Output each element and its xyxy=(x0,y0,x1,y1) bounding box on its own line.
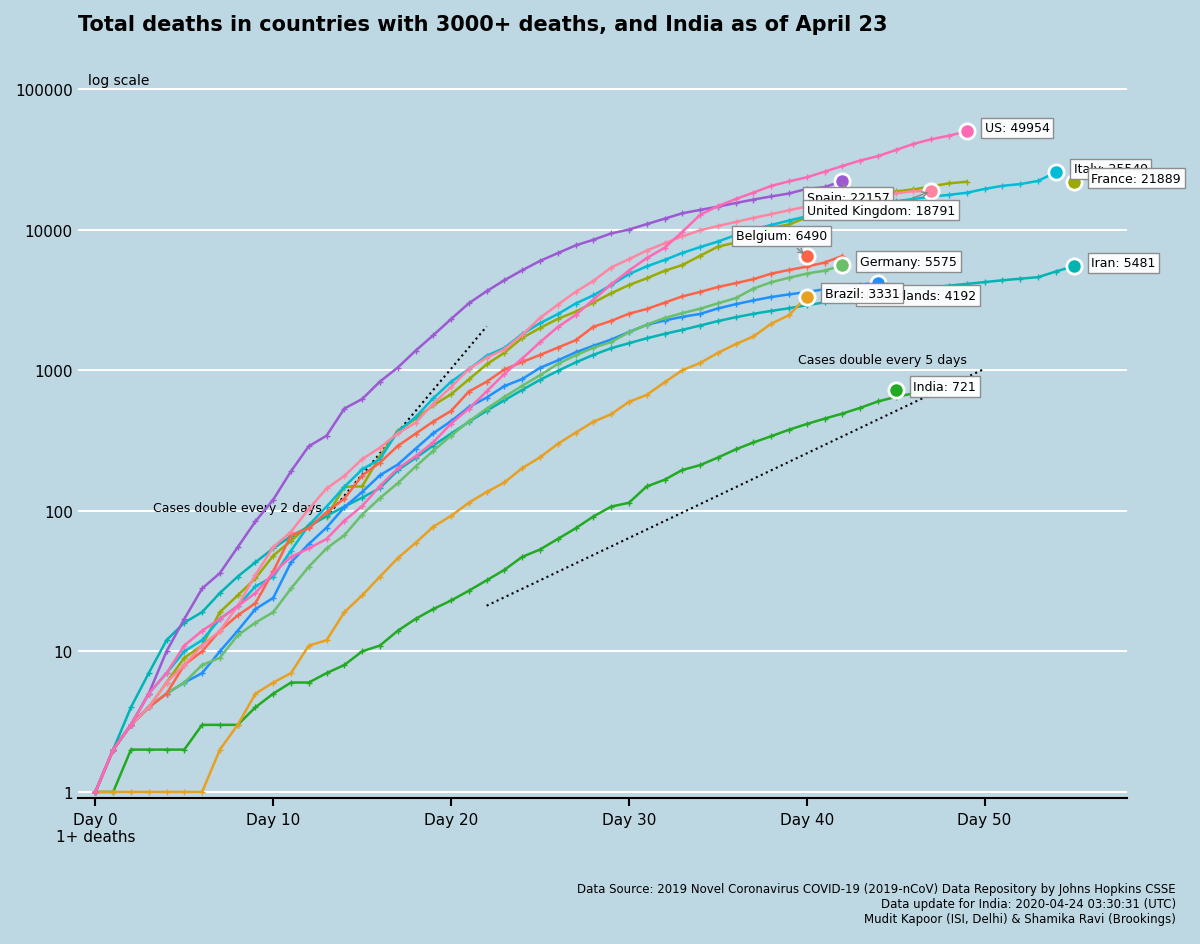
Text: Iran: 5481: Iran: 5481 xyxy=(1091,257,1156,270)
Text: Data Source: 2019 Novel Coronavirus COVID-19 (2019-nCoV) Data Repository by John: Data Source: 2019 Novel Coronavirus COVI… xyxy=(577,882,1176,925)
Text: Germany: 5575: Germany: 5575 xyxy=(860,256,958,269)
Text: France: 21889: France: 21889 xyxy=(1091,173,1181,186)
Text: Cases double every 2 days: Cases double every 2 days xyxy=(152,501,322,514)
Text: Cases double every 5 days: Cases double every 5 days xyxy=(798,353,967,366)
Text: Spain: 22157: Spain: 22157 xyxy=(806,185,889,205)
Text: log scale: log scale xyxy=(88,74,150,88)
Text: Brazil: 3331: Brazil: 3331 xyxy=(824,287,899,300)
Text: United Kingdom: 18791: United Kingdom: 18791 xyxy=(806,193,955,217)
Text: US: 49954: US: 49954 xyxy=(985,122,1050,135)
Text: Italy: 25549: Italy: 25549 xyxy=(1074,163,1147,177)
Text: India: 721: India: 721 xyxy=(913,380,977,394)
Text: Belgium: 6490: Belgium: 6490 xyxy=(736,230,827,254)
Text: Total deaths in countries with 3000+ deaths, and India as of April 23: Total deaths in countries with 3000+ dea… xyxy=(78,15,887,35)
Text: Netherlands: 4192: Netherlands: 4192 xyxy=(860,284,977,303)
